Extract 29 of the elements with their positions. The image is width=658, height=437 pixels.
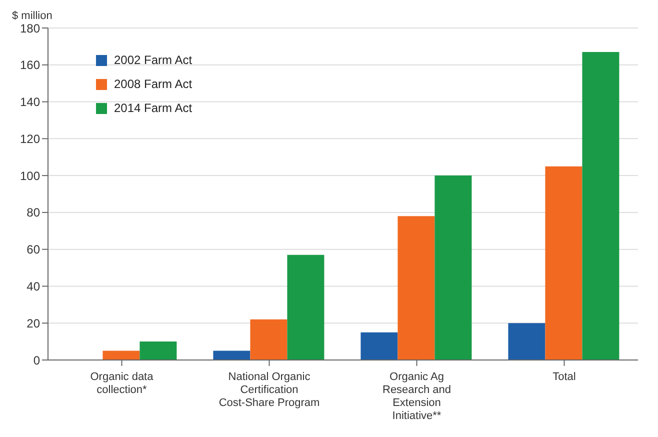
bar bbox=[545, 166, 582, 360]
bar bbox=[102, 350, 140, 360]
y-tick-label: 20 bbox=[26, 316, 40, 330]
bar bbox=[250, 319, 288, 360]
y-axis-title: $ million bbox=[12, 10, 52, 22]
y-tick-label: 40 bbox=[26, 279, 40, 294]
y-tick-label: 80 bbox=[26, 206, 40, 220]
y-tick-label: 0 bbox=[33, 353, 40, 368]
y-tick-label: 60 bbox=[26, 242, 40, 257]
bar bbox=[360, 332, 398, 360]
x-tick-label: Organic data collection* bbox=[90, 371, 154, 396]
bar bbox=[140, 342, 177, 360]
legend-label: 2008 Farm Act bbox=[113, 76, 192, 93]
y-tick-label: 140 bbox=[20, 95, 40, 110]
bar bbox=[582, 52, 620, 360]
bar bbox=[213, 350, 250, 360]
legend-label: 2014 Farm Act bbox=[113, 100, 192, 117]
y-tick-label: 120 bbox=[20, 132, 40, 146]
x-tick-label: Organic Ag Research and Extension Initiative** bbox=[382, 371, 451, 422]
x-tick-label: Total bbox=[552, 371, 576, 383]
legend-label: 2002 Farm Act bbox=[113, 52, 192, 69]
x-tick-label: National Organic Certification Cost-Share Program bbox=[218, 371, 320, 409]
bar bbox=[434, 176, 472, 360]
y-tick-label: 100 bbox=[20, 168, 40, 183]
y-tick-label: 160 bbox=[20, 58, 40, 72]
bar bbox=[508, 323, 546, 360]
y-tick-label: 180 bbox=[20, 21, 40, 36]
bar bbox=[398, 216, 435, 360]
bar bbox=[287, 254, 324, 360]
